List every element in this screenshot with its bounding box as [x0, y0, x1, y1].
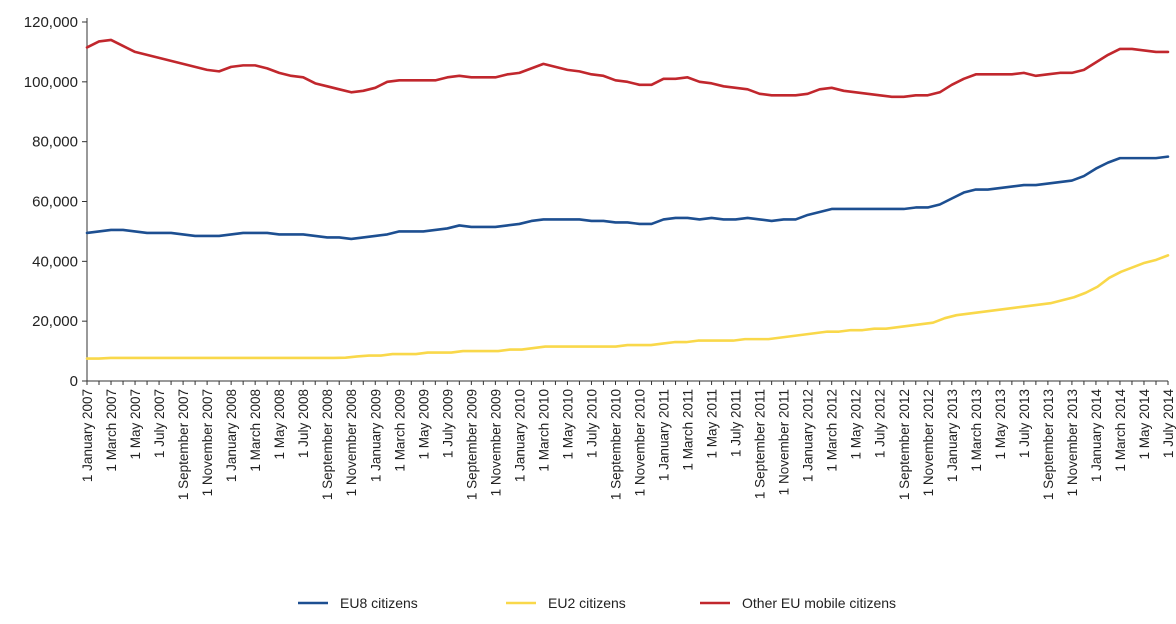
x-tick-label: 1 March 2008 [248, 389, 263, 472]
y-tick-label: 40,000 [32, 253, 78, 270]
x-tick-label: 1 November 2010 [633, 389, 648, 496]
x-tick-label: 1 July 2010 [584, 389, 599, 458]
y-tick-label: 100,000 [24, 74, 78, 91]
x-tick-label: 1 January 2010 [512, 389, 527, 482]
legend: EU8 citizens EU2 citizens Other EU mobile … [298, 595, 896, 611]
x-tick-label: 1 July 2009 [440, 389, 455, 458]
x-tick-label: 1 September 2007 [176, 389, 191, 500]
y-tick-label: 0 [70, 373, 78, 390]
y-tick-label: 120,000 [24, 14, 78, 31]
x-tick-label: 1 January 2009 [368, 389, 383, 482]
x-tick-label: 1 March 2012 [825, 389, 840, 472]
x-tick-label: 1 November 2009 [488, 389, 503, 496]
y-tick-label: 80,000 [32, 134, 78, 151]
series-line-other-eu-mobile-citizens [85, 38, 1170, 99]
x-tick-label: 1 July 2013 [1017, 389, 1032, 458]
x-tick-label: 1 May 2010 [560, 389, 575, 460]
series-line-eu8-citizens [85, 155, 1170, 241]
x-tick-label: 1 January 2013 [945, 389, 960, 482]
x-tick-label: 1 January 2012 [801, 389, 816, 482]
x-tick-label: 1 November 2008 [344, 389, 359, 496]
x-tick-label: 1 September 2008 [320, 389, 335, 500]
x-tick-label: 1 January 2014 [1089, 389, 1104, 483]
x-tick-label: 1 July 2014 [1161, 389, 1176, 459]
x-tick-label: 1 March 2010 [536, 389, 551, 472]
x-tick-label: 1 November 2012 [921, 389, 936, 496]
series-line-eu2-citizens [85, 254, 1170, 360]
x-tick-label: 1 May 2008 [272, 389, 287, 460]
x-tick-label: 1 January 2007 [80, 389, 95, 482]
legend-label-other-eu-mobile-citizens: Other EU mobile citizens [742, 595, 896, 611]
x-tick-label: 1 November 2011 [777, 389, 792, 495]
x-tick-label: 1 May 2012 [849, 389, 864, 460]
x-tick-label: 1 May 2013 [993, 389, 1008, 460]
legend-label-eu8-citizens: EU8 citizens [340, 595, 418, 611]
x-tick-label: 1 July 2011 [729, 389, 744, 457]
x-tick-label: 1 September 2011 [753, 389, 768, 499]
x-tick-label: 1 March 2007 [104, 389, 119, 472]
x-tick-label: 1 March 2011 [681, 389, 696, 471]
y-tick-label: 60,000 [32, 194, 78, 211]
x-tick-label: 1 November 2013 [1065, 389, 1080, 496]
x-tick-label: 1 May 2011 [705, 389, 720, 459]
x-tick-label: 1 July 2008 [296, 389, 311, 458]
x-tick-label: 1 May 2014 [1137, 389, 1152, 460]
x-tick-label: 1 January 2011 [657, 389, 672, 481]
legend-label-eu2-citizens: EU2 citizens [548, 595, 626, 611]
x-tick-label: 1 September 2012 [897, 389, 912, 500]
x-axis: 1 January 2007 1 March 2007 1 May 2007 1 Ju… [80, 380, 1176, 500]
x-tick-label: 1 September 2013 [1041, 389, 1056, 500]
x-tick-label: 1 March 2013 [969, 389, 984, 472]
y-tick-label: 20,000 [32, 313, 78, 330]
x-tick-label: 1 September 2009 [464, 389, 479, 500]
x-tick-label: 1 May 2009 [416, 389, 431, 460]
x-tick-label: 1 July 2012 [873, 389, 888, 458]
x-tick-label: 1 May 2007 [128, 389, 143, 460]
x-tick-label: 1 July 2007 [152, 389, 167, 458]
y-axis: 0 20,000 40,000 60,000 80,000 100,000 120,000 [24, 14, 88, 390]
x-tick-label: 1 January 2008 [224, 389, 239, 482]
series-layer [85, 38, 1170, 360]
x-tick-label: 1 November 2007 [200, 389, 215, 496]
x-tick-label: 1 September 2010 [608, 389, 623, 500]
x-tick-label: 1 March 2014 [1113, 389, 1128, 472]
x-tick-label: 1 March 2009 [392, 389, 407, 472]
